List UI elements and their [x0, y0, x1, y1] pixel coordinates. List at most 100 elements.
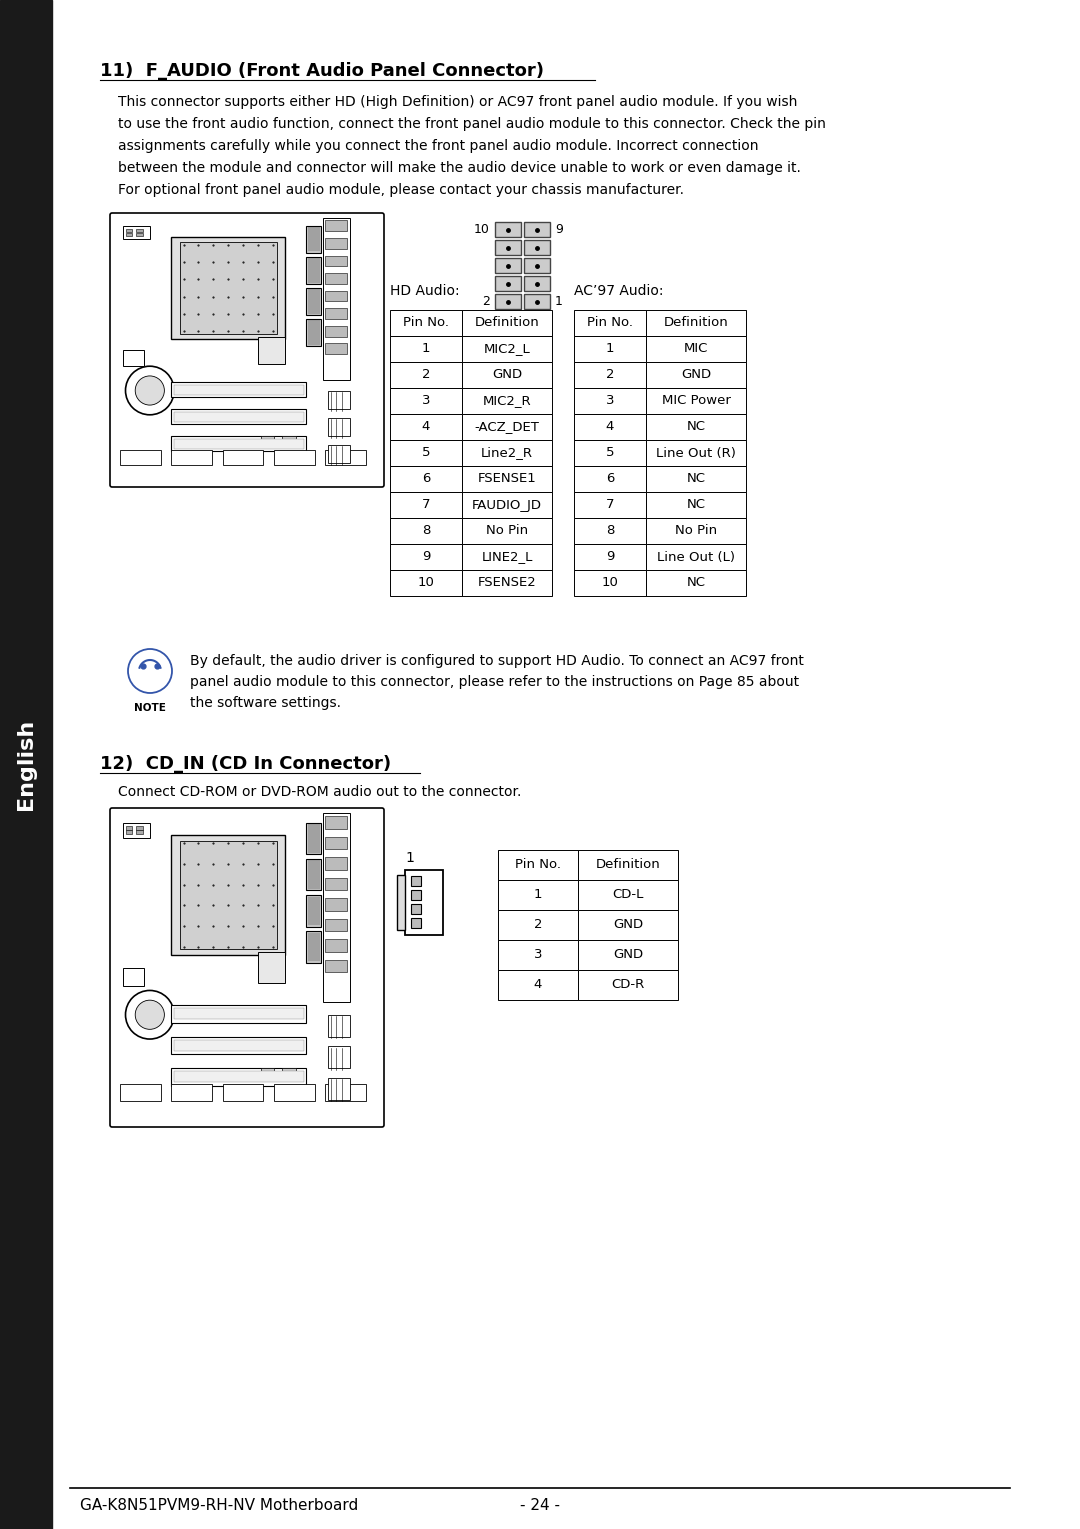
Text: 1: 1 [534, 888, 542, 902]
Bar [495, 222, 521, 237]
Bar [390, 388, 462, 414]
Bar [282, 436, 296, 445]
Bar [498, 969, 578, 1000]
Bar [172, 410, 307, 424]
Text: 8: 8 [606, 524, 615, 538]
Text: CD-L: CD-L [612, 888, 644, 902]
Bar [462, 440, 552, 466]
Bar [573, 362, 646, 388]
Bar [258, 951, 285, 983]
Bar [325, 878, 347, 890]
Text: - 24 -: - 24 - [519, 1497, 561, 1512]
Text: Pin No.: Pin No. [403, 317, 449, 330]
Text: 4: 4 [422, 420, 430, 434]
Bar [573, 310, 646, 336]
Bar [573, 440, 646, 466]
Bar [174, 1040, 303, 1050]
Bar [325, 326, 347, 336]
Text: NOTE: NOTE [134, 703, 166, 713]
Text: assignments carefully while you connect the front panel audio module. Incorrect : assignments carefully while you connect … [118, 139, 758, 153]
Bar [462, 414, 552, 440]
Bar [578, 969, 678, 1000]
Bar [646, 440, 746, 466]
FancyBboxPatch shape [110, 213, 384, 488]
Text: NC: NC [687, 420, 705, 434]
Text: No Pin: No Pin [675, 524, 717, 538]
Text: -ACZ_DET: -ACZ_DET [474, 420, 539, 434]
Text: By default, the audio driver is configured to support HD Audio. To connect an AC: By default, the audio driver is configur… [190, 654, 804, 668]
Bar [462, 310, 552, 336]
Text: MIC: MIC [684, 342, 708, 356]
Circle shape [129, 648, 172, 693]
Bar [578, 850, 678, 881]
Bar [325, 939, 347, 951]
Text: 2: 2 [482, 295, 490, 307]
Bar [307, 320, 321, 346]
Text: MIC Power: MIC Power [662, 394, 730, 408]
Circle shape [125, 367, 174, 414]
Text: panel audio module to this connector, please refer to the instructions on Page 8: panel audio module to this connector, pl… [190, 674, 799, 690]
Text: MIC2_L: MIC2_L [484, 342, 530, 356]
Bar [573, 544, 646, 570]
Bar [390, 466, 462, 492]
Bar [411, 890, 421, 901]
Text: AC’97 Audio:: AC’97 Audio: [573, 284, 663, 298]
Bar [578, 881, 678, 910]
Bar [325, 836, 347, 850]
Bar [136, 232, 143, 235]
FancyBboxPatch shape [110, 807, 384, 1127]
Bar [646, 362, 746, 388]
Bar [524, 222, 550, 237]
Text: 10: 10 [418, 576, 434, 590]
Text: 6: 6 [422, 472, 430, 486]
Text: Line Out (R): Line Out (R) [656, 446, 735, 460]
Bar [646, 492, 746, 518]
Text: to use the front audio function, connect the front panel audio module to this co: to use the front audio function, connect… [118, 118, 826, 131]
Bar [462, 336, 552, 362]
Text: Connect CD-ROM or DVD-ROM audio out to the connector.: Connect CD-ROM or DVD-ROM audio out to t… [118, 784, 522, 800]
Bar [172, 1084, 212, 1101]
Bar [390, 362, 462, 388]
Bar [136, 228, 143, 232]
Bar [323, 813, 350, 1001]
Bar [411, 917, 421, 928]
Bar [462, 544, 552, 570]
Bar [172, 835, 285, 956]
Circle shape [125, 991, 174, 1040]
Bar [125, 826, 132, 830]
Text: 4: 4 [606, 420, 615, 434]
Text: 12)  CD_IN (CD In Connector): 12) CD_IN (CD In Connector) [100, 755, 391, 774]
Bar [462, 570, 552, 596]
Text: Definition: Definition [663, 317, 728, 330]
Text: FSENSE1: FSENSE1 [477, 472, 537, 486]
Bar [325, 1084, 366, 1101]
Text: 4: 4 [534, 979, 542, 991]
Bar [495, 277, 521, 291]
Text: 1: 1 [406, 852, 415, 865]
Text: LINE2_L: LINE2_L [482, 550, 532, 564]
Bar [328, 1046, 350, 1069]
Text: Line2_R: Line2_R [481, 446, 534, 460]
Bar [123, 823, 150, 838]
Text: the software settings.: the software settings. [190, 696, 341, 709]
Bar [573, 570, 646, 596]
Text: Pin No.: Pin No. [515, 858, 561, 872]
Bar [174, 1009, 303, 1020]
Bar [136, 826, 143, 830]
Text: Pin No.: Pin No. [588, 317, 633, 330]
Bar [405, 870, 443, 936]
Bar [123, 350, 145, 367]
Bar [120, 1084, 161, 1101]
Bar [325, 274, 347, 284]
Bar [222, 450, 264, 465]
Text: HD Audio:: HD Audio: [390, 284, 460, 298]
Bar [120, 450, 161, 465]
Bar [325, 309, 347, 320]
Text: 9: 9 [606, 550, 615, 564]
Bar [646, 570, 746, 596]
Bar [325, 816, 347, 829]
Text: 3: 3 [606, 394, 615, 408]
Bar [646, 310, 746, 336]
Text: NC: NC [687, 498, 705, 512]
Bar [274, 1084, 314, 1101]
